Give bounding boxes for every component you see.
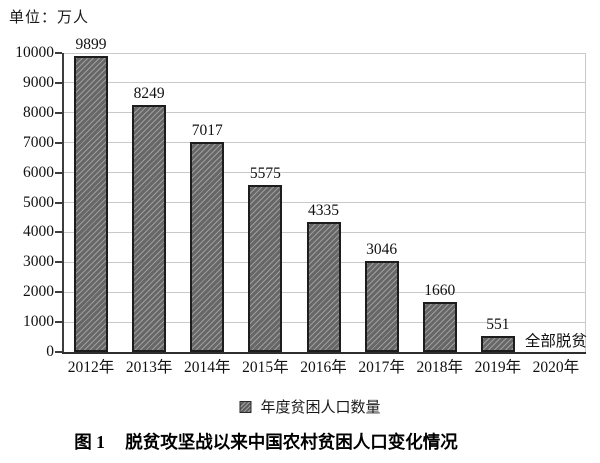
y-axis-tick-label: 0 (46, 343, 54, 360)
y-axis-tick (55, 201, 62, 204)
x-axis-tick-label: 2014年 (184, 359, 231, 376)
y-axis-tick (55, 111, 62, 114)
y-axis-tick-label: 4000 (23, 223, 54, 241)
y-axis-tick-label: 6000 (23, 163, 54, 181)
bar-value-label: 7017 (191, 122, 223, 140)
bar (248, 185, 283, 352)
gridline (62, 172, 585, 174)
bar-value-label: 1660 (424, 282, 456, 300)
x-axis-tick-label: 2017年 (358, 359, 405, 376)
legend-label: 年度贫困人口数量 (260, 400, 381, 416)
unit-label: 单位：万人 (9, 10, 90, 26)
x-axis-tick-label: 2020年 (532, 359, 580, 376)
y-axis-tick-label: 7000 (23, 133, 54, 151)
y-axis-tick (55, 81, 62, 84)
gridline (62, 112, 585, 114)
legend-hatch-swatch-icon (239, 400, 252, 413)
bar (422, 302, 457, 352)
bar (74, 56, 109, 352)
y-axis-tick-label: 1000 (23, 313, 54, 331)
y-axis-tick-label: 2000 (23, 283, 54, 301)
bar-value-label: 3046 (366, 240, 398, 258)
plot-right-border (585, 53, 586, 352)
bar-value-label: 8249 (133, 85, 165, 103)
figure-caption: 图 1 脱贫攻坚战以来中国农村贫困人口变化情况 (74, 429, 458, 454)
gridline (62, 202, 585, 203)
gridline (62, 142, 585, 144)
y-axis-tick (55, 171, 62, 174)
x-axis-tick-label: 2019年 (474, 359, 522, 376)
y-axis-tick (55, 351, 62, 353)
y-axis-tick-label: 3000 (23, 253, 54, 271)
y-axis-tick (55, 52, 62, 54)
x-axis-tick-label: 2015年 (242, 359, 289, 376)
annotation-all-out-of-poverty: 全部脱贫 (524, 333, 587, 350)
gridline (62, 52, 585, 54)
legend: 年度贫困人口数量 (239, 396, 381, 417)
bar (132, 105, 167, 352)
bar (306, 222, 341, 352)
gridline (62, 82, 585, 84)
y-axis-tick (55, 321, 62, 324)
bar (480, 335, 515, 352)
bar-value-label: 5575 (249, 165, 281, 183)
y-axis-tick-label: 10000 (15, 44, 54, 61)
y-axis-tick-label: 8000 (23, 103, 54, 121)
x-axis-tick-label: 2016年 (300, 359, 347, 376)
x-axis-line (62, 352, 586, 354)
y-axis-tick (55, 291, 62, 294)
y-axis-tick (55, 261, 62, 264)
figure-number: 图 1 (74, 432, 105, 452)
y-axis-tick (55, 141, 62, 144)
bar (190, 142, 225, 352)
bar-value-label: 9899 (75, 36, 107, 54)
x-axis-tick-label: 2012年 (67, 359, 115, 376)
bar-value-label: 4335 (308, 202, 339, 220)
bar (364, 260, 399, 352)
y-axis-tick-label: 5000 (23, 193, 54, 211)
x-axis-tick-label: 2018年 (416, 359, 463, 376)
x-axis-tick-label: 2013年 (125, 359, 173, 376)
figure-title: 脱贫攻坚战以来中国农村贫困人口变化情况 (125, 432, 458, 452)
y-axis-line (62, 53, 64, 352)
y-axis-tick (55, 231, 62, 234)
y-axis-tick-label: 9000 (23, 73, 54, 91)
bar-value-label: 551 (486, 315, 510, 333)
